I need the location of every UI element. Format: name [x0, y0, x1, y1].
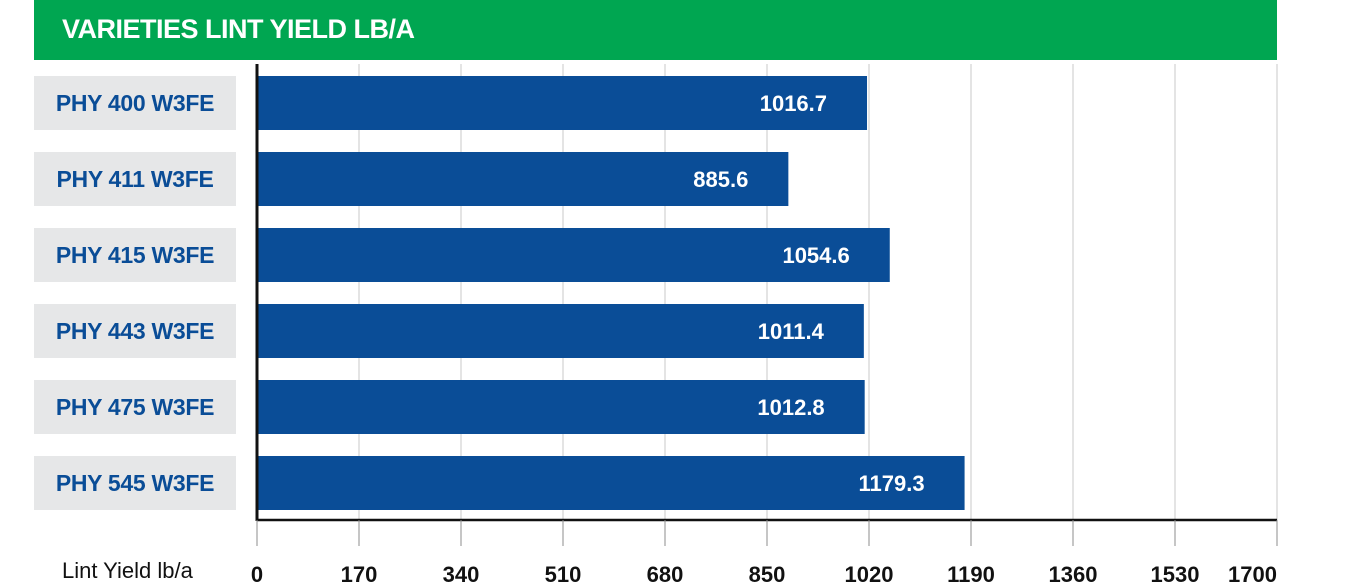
- x-tick-label: 1020: [845, 562, 894, 584]
- x-tick-label: 1530: [1151, 562, 1200, 584]
- bar: [257, 228, 890, 282]
- x-tick-label: 170: [341, 562, 378, 584]
- x-tick-label: 680: [647, 562, 684, 584]
- bar-value-label: 1054.6: [782, 243, 849, 268]
- category-label: PHY 475 W3FE: [34, 380, 236, 434]
- bar-value-label: 885.6: [693, 167, 748, 192]
- bar: [257, 304, 864, 358]
- bar: [257, 456, 965, 510]
- x-axis-label: Lint Yield lb/a: [62, 558, 193, 583]
- bar-value-label: 1012.8: [757, 395, 824, 420]
- chart-title: VARIETIES LINT YIELD LB/A: [62, 14, 415, 44]
- chart-title-bar: VARIETIES LINT YIELD LB/A: [34, 0, 1277, 60]
- x-tick-label: 510: [545, 562, 582, 584]
- bar: [257, 76, 868, 130]
- category-label: PHY 545 W3FE: [34, 456, 236, 510]
- category-label: PHY 411 W3FE: [34, 152, 236, 206]
- x-tick-label: 850: [749, 562, 786, 584]
- bar: [257, 380, 865, 434]
- bar-value-label: 1016.7: [760, 91, 827, 116]
- x-tick-label: 1190: [947, 562, 995, 584]
- bar-value-label: 1011.4: [758, 319, 825, 344]
- category-label: PHY 400 W3FE: [34, 76, 236, 130]
- bar-value-label: 1179.3: [859, 471, 925, 496]
- category-label: PHY 415 W3FE: [34, 228, 236, 282]
- x-tick-label: 1700: [1228, 562, 1277, 584]
- bar: [257, 152, 789, 206]
- x-tick-label: 0: [251, 562, 263, 584]
- category-label: PHY 443 W3FE: [34, 304, 236, 358]
- x-tick-label: 340: [443, 562, 480, 584]
- x-tick-label: 1360: [1049, 562, 1098, 584]
